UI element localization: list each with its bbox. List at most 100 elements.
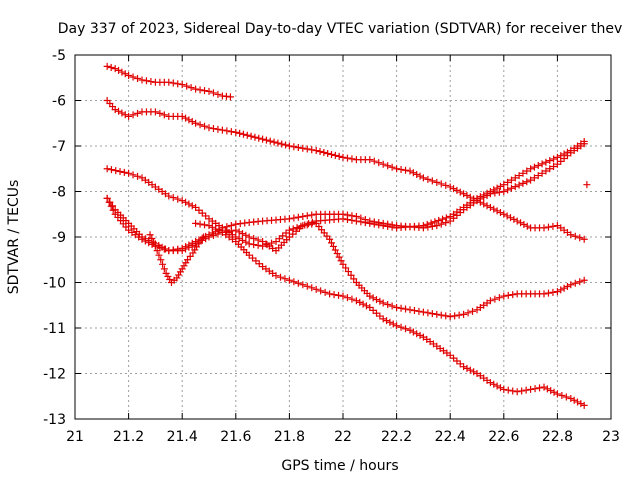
data-point bbox=[157, 256, 165, 264]
data-point bbox=[134, 172, 142, 180]
data-point bbox=[242, 231, 250, 239]
data-point bbox=[464, 309, 472, 317]
data-point bbox=[402, 166, 410, 174]
data-point bbox=[509, 291, 517, 299]
data-point bbox=[515, 172, 523, 180]
data-point bbox=[165, 78, 173, 86]
data-point bbox=[148, 235, 156, 243]
y-tick-label: -6 bbox=[52, 94, 66, 110]
x-tick-label: 22.6 bbox=[488, 429, 519, 445]
data-point bbox=[496, 182, 504, 190]
data-point bbox=[212, 225, 220, 233]
data-point bbox=[107, 64, 115, 72]
series-track-2 bbox=[103, 97, 588, 243]
data-point bbox=[379, 219, 387, 227]
data-point bbox=[214, 230, 222, 238]
data-point bbox=[480, 193, 488, 201]
data-point bbox=[215, 227, 223, 235]
data-point bbox=[129, 73, 137, 81]
data-point bbox=[431, 218, 439, 226]
data-point bbox=[547, 387, 555, 395]
data-point bbox=[205, 124, 213, 132]
data-point bbox=[192, 219, 200, 227]
plot-frame bbox=[74, 54, 612, 420]
data-point bbox=[232, 220, 240, 228]
data-point bbox=[303, 282, 311, 290]
data-point bbox=[495, 188, 503, 196]
data-point bbox=[299, 144, 307, 152]
data-point bbox=[159, 260, 167, 268]
data-point bbox=[384, 162, 392, 170]
data-point bbox=[576, 234, 584, 242]
data-point bbox=[350, 275, 358, 283]
data-point bbox=[419, 308, 427, 316]
y-tick-label: -13 bbox=[43, 412, 66, 428]
data-point bbox=[511, 174, 519, 182]
data-point bbox=[583, 181, 591, 189]
data-point bbox=[185, 200, 193, 208]
data-point bbox=[466, 366, 474, 374]
data-point bbox=[450, 185, 458, 193]
data-point bbox=[388, 221, 396, 229]
data-point bbox=[370, 218, 378, 226]
data-point bbox=[397, 323, 405, 331]
data-point bbox=[165, 192, 173, 200]
data-point bbox=[112, 167, 120, 175]
data-point bbox=[406, 167, 414, 175]
data-point bbox=[343, 294, 351, 302]
data-point bbox=[312, 147, 320, 155]
data-point bbox=[160, 265, 168, 273]
data-point bbox=[245, 233, 253, 241]
data-point bbox=[557, 286, 565, 294]
data-point bbox=[361, 216, 369, 224]
data-point bbox=[348, 155, 356, 163]
data-point bbox=[455, 311, 463, 319]
data-point bbox=[366, 217, 374, 225]
data-point bbox=[205, 222, 213, 230]
y-tick-labels: -5 -6 -7 -8 -9 -10 -11 -12 -13 bbox=[43, 48, 66, 428]
data-point bbox=[142, 77, 150, 85]
data-point bbox=[125, 71, 133, 79]
data-point bbox=[379, 315, 387, 323]
data-point bbox=[146, 231, 154, 239]
data-point bbox=[550, 162, 558, 170]
data-point bbox=[493, 382, 501, 390]
data-point bbox=[544, 223, 552, 231]
data-point bbox=[125, 112, 133, 120]
data-point bbox=[402, 305, 410, 313]
x-tick-label: 22.2 bbox=[381, 429, 412, 445]
data-point bbox=[486, 203, 494, 211]
data-point bbox=[428, 310, 436, 318]
data-point bbox=[527, 165, 535, 173]
data-point bbox=[308, 284, 316, 292]
data-point bbox=[379, 299, 387, 307]
data-point bbox=[103, 62, 111, 70]
data-point bbox=[134, 109, 142, 117]
data-point bbox=[393, 322, 401, 330]
data-point bbox=[303, 145, 311, 153]
data-point bbox=[339, 153, 347, 161]
data-point bbox=[251, 133, 259, 141]
data-point bbox=[540, 383, 548, 391]
data-point bbox=[343, 154, 351, 162]
x-axis-label: GPS time / hours bbox=[281, 458, 398, 474]
data-point bbox=[129, 111, 137, 119]
data-point bbox=[424, 223, 432, 231]
data-point bbox=[333, 250, 341, 258]
data-point bbox=[389, 320, 397, 328]
data-point bbox=[483, 202, 491, 210]
data-point bbox=[196, 220, 204, 228]
data-point bbox=[250, 241, 258, 249]
data-point bbox=[348, 295, 356, 303]
data-point bbox=[379, 160, 387, 168]
data-point bbox=[386, 318, 394, 326]
data-point bbox=[294, 279, 302, 287]
data-point bbox=[118, 68, 126, 76]
data-point bbox=[427, 219, 435, 227]
data-point bbox=[517, 219, 525, 227]
data-point bbox=[352, 297, 360, 305]
data-point bbox=[285, 215, 293, 223]
data-point bbox=[491, 295, 499, 303]
data-point bbox=[290, 143, 298, 151]
